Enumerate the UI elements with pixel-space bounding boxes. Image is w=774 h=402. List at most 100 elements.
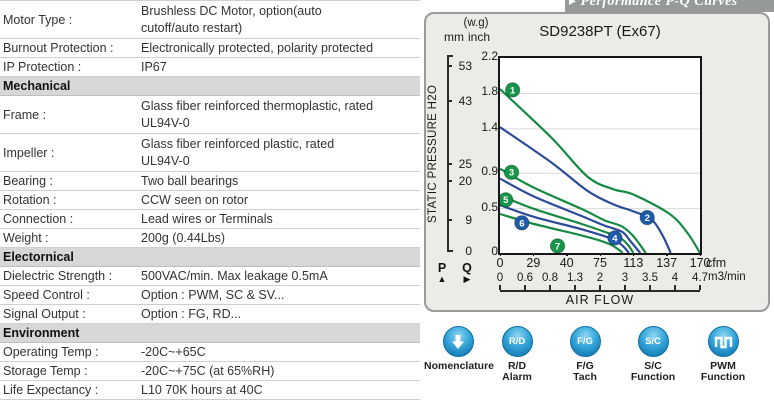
- spec-label: Operating Temp :: [3, 345, 99, 359]
- curve-5: [499, 194, 635, 254]
- fg-tach-label: F/G Tach: [573, 360, 597, 383]
- fg-tach-button[interactable]: F/G: [569, 326, 601, 357]
- spec-value: Lead wires or Terminals: [141, 211, 273, 226]
- plot-tick: [699, 253, 701, 256]
- mm-tick-label: 43: [458, 93, 472, 108]
- spec-label: Burnout Protection :: [3, 41, 114, 55]
- mm-tick-label: 0: [465, 244, 472, 258]
- curve-badge-2: 2: [639, 209, 655, 226]
- pwm-function-button[interactable]: [707, 326, 739, 357]
- y-bracket-tick: [447, 250, 452, 252]
- curve-4: [499, 177, 642, 254]
- plot-tick: [599, 253, 601, 256]
- spec-row: Connection : Lead wires or Terminals: [0, 210, 420, 229]
- x-bracket-tick: [699, 285, 701, 290]
- sc-function-button[interactable]: S/C: [637, 326, 669, 357]
- curve-badge-3: 3: [503, 164, 520, 181]
- curve-badge-5: 5: [498, 192, 514, 208]
- y-bracket-tick: [447, 99, 452, 102]
- nomenclature-item: Nomenclature: [424, 326, 495, 372]
- spec-value: Option : FG, RD...: [141, 306, 242, 321]
- inch-tick-label: 0: [491, 244, 498, 258]
- curve-badge-6: 6: [514, 215, 530, 231]
- svg-text:2: 2: [645, 213, 650, 224]
- svg-text:7: 7: [555, 241, 560, 252]
- q-right-arrow-icon: ▶: [463, 274, 471, 284]
- inch-tick-label: 1.4: [481, 119, 498, 134]
- nomenclature-button[interactable]: [442, 326, 474, 357]
- spec-label: Bearing :: [3, 174, 54, 188]
- y-bracket-tick: [447, 162, 452, 165]
- nomenclature-label: Nomenclature: [424, 360, 495, 372]
- inch-unit-label: inch: [468, 30, 491, 44]
- cfm-tick-label: 40: [559, 256, 574, 270]
- svg-text:4: 4: [612, 233, 618, 244]
- mm-unit-label: mm: [444, 30, 464, 44]
- cfm-unit-label: cfm: [706, 256, 727, 270]
- spec-label: Weight :: [3, 231, 49, 245]
- spec-value: Option : PWM, SC & SV...: [141, 287, 285, 302]
- spec-row: Weight : 200g (0.44Lbs): [0, 229, 420, 248]
- spec-label: Frame :: [3, 107, 47, 122]
- inch-tick-label: 0.5: [481, 199, 498, 214]
- spec-label: Life Expectancy :: [3, 383, 99, 397]
- y-bracket-top-cap: [447, 55, 453, 57]
- plot-tick: [632, 253, 635, 256]
- plot-tick: [532, 253, 535, 256]
- pwm-function-item: PWM Function: [689, 326, 757, 383]
- rd-alarm-button[interactable]: R/D: [501, 326, 533, 357]
- m3min-tick-label: 3: [621, 272, 629, 284]
- x-axis-label: AIR FLOW: [565, 293, 635, 307]
- svg-text:6: 6: [519, 218, 524, 229]
- y-bracket-tick: [447, 65, 452, 68]
- cfm-tick-label: 113: [623, 256, 644, 270]
- spec-row: Burnout Protection : Electronically prote…: [0, 39, 420, 58]
- plot-area: 1 2 3 4 5 6 7: [498, 56, 702, 255]
- section-header: Environment: [0, 324, 420, 343]
- p-axis-marker: P ▲: [435, 262, 449, 284]
- mm-tick-label: 25: [458, 156, 472, 171]
- down-arrow-icon: [452, 334, 464, 349]
- cfm-tick-label: 0: [496, 256, 504, 270]
- spec-value: IP67: [141, 59, 167, 74]
- spec-row: Frame : Glass fiber reinforced thermoplas…: [0, 96, 420, 134]
- spec-row: IP Protection : IP67: [0, 58, 420, 77]
- svg-text:3: 3: [509, 168, 514, 179]
- plot-tick: [566, 253, 568, 256]
- inch-tick-label: 0.9: [481, 164, 498, 179]
- pwm-function-label: PWM Function: [700, 360, 746, 383]
- y-axis-bracket: [447, 56, 449, 251]
- mm-tick-label: 53: [458, 59, 472, 74]
- x-bracket-tick: [674, 285, 676, 290]
- spec-row: Operating Temp : -20C~+65C: [0, 343, 420, 362]
- spec-row: Motor Type : Brushless DC Motor, option(a…: [0, 1, 420, 39]
- sc-function-item: S/C S/C Function: [619, 326, 687, 383]
- spec-value: CCW seen on rotor: [141, 192, 248, 207]
- q-axis-marker: Q ▶: [460, 262, 474, 284]
- chart-title: SD9238PT (Ex67): [539, 23, 661, 40]
- spec-value: 500VAC/min. Max leakage 0.5mA: [141, 268, 328, 283]
- m3min-tick-label: 4: [671, 272, 679, 284]
- curve-3: [499, 167, 647, 254]
- x-bracket-tick: [549, 285, 551, 290]
- cfm-tick-label: 75: [593, 256, 607, 270]
- m3min-tick-label: 3.5: [642, 272, 658, 284]
- spec-label: Dielectric Strength :: [3, 269, 113, 283]
- spec-value: L10 70K hours at 40C: [141, 382, 263, 397]
- m3min-tick-label: 0.8: [542, 272, 558, 284]
- spec-label: Storage Temp :: [3, 364, 88, 378]
- x-axis-bracket: [500, 290, 700, 292]
- m3min-tick-label: 2: [596, 272, 604, 284]
- curve-badge-7: 7: [549, 238, 566, 254]
- spec-row: Speed Control : Option : PWM, SC & SV...: [0, 286, 420, 305]
- spec-label: Rotation :: [3, 193, 57, 207]
- x-bracket-tick: [524, 285, 526, 290]
- sc-function-icon: S/C: [645, 336, 661, 347]
- spec-label: Signal Output :: [3, 307, 86, 321]
- sc-function-label: S/C Function: [630, 360, 676, 383]
- m3min-tick-label: 4.7: [692, 272, 708, 284]
- x-bracket-tick: [574, 285, 576, 290]
- cfm-tick-label: 170: [689, 256, 711, 270]
- mm-tick-label: 9: [465, 212, 472, 227]
- spec-row: Signal Output : Option : FG, RD...: [0, 305, 420, 324]
